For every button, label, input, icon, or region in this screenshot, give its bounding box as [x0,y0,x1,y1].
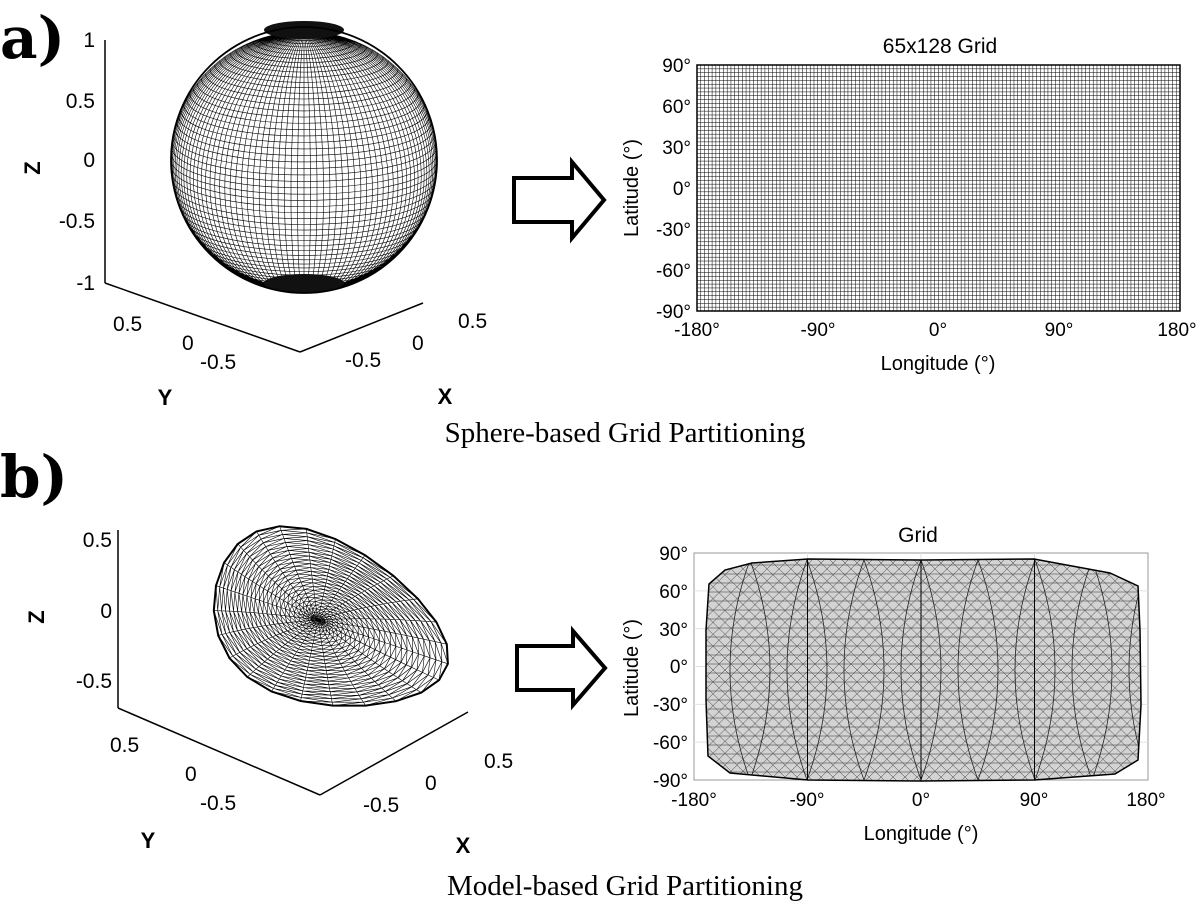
z-tick: -1 [76,272,95,295]
right-arrow-icon [515,625,608,711]
lon-tick: 0° [929,320,947,341]
panel-label-a: a) [0,4,65,72]
z-tick: 0 [83,149,95,172]
map-xlabel-a: Longitude (°) [881,353,996,375]
caption-b: Model-based Grid Partitioning [447,870,803,902]
lon-tick: -180° [674,320,720,341]
x-axis-line [299,302,424,353]
lat-tick: 90° [662,56,691,77]
lon-tick: 180° [1126,790,1165,811]
x-axis-label: X [438,384,453,409]
lat-tick: 30° [662,138,691,159]
y-axis-line [117,707,321,796]
lon-tick: 90° [1045,320,1074,341]
sphere-south-pole [264,274,344,292]
map-ylabel-a: Latitude (°) [621,139,643,237]
z-tick: 0.5 [83,529,112,552]
lat-tick: -60° [656,261,691,282]
y-tick: 0.5 [110,734,139,757]
y-tick: -0.5 [200,351,236,374]
right-arrow-icon [512,156,607,244]
lon-tick: -180° [671,790,717,811]
y-tick: -0.5 [200,792,236,815]
x-tick: 0 [412,332,424,355]
z-tick: -0.5 [76,670,112,693]
y-axis-line [104,282,301,353]
model-ticks: 0.5 0 -0.5 0.5 0 -0.5 -0.5 0 0.5 Z Y X [24,529,513,858]
map-title-b: Grid [898,524,938,547]
lat-tick: -30° [653,695,688,716]
lat-tick: 0° [673,179,691,200]
grid-arcs-b [729,559,1141,781]
lat-tick: -90° [656,302,691,323]
lat-tick: -30° [656,220,691,241]
lon-tick: -90° [800,320,835,341]
z-tick: 0 [100,600,112,623]
sphere-north-pole [264,21,344,39]
z-axis-label: Z [20,161,45,174]
x-tick: -0.5 [345,349,381,372]
x-tick: 0 [425,772,437,795]
y-tick: 0.5 [113,313,142,336]
lon-tick: 180° [1157,320,1196,341]
grid-triangles-b [706,559,1141,781]
lon-tick: -90° [789,790,824,811]
model-mesh [212,525,449,707]
z-tick: 0.5 [66,90,95,113]
grid-shape-outline [705,558,1142,782]
lon-tick: 0° [912,790,930,811]
map-ylabel-b: Latitude (°) [621,619,643,717]
lat-tick: 60° [662,97,691,118]
x-axis-line [319,711,469,796]
z-tick: 1 [83,29,95,52]
map-a-ticks: 90° 60° 30° 0° -30° -60° -90° -180° -90°… [621,56,1197,375]
sphere-outline [170,26,438,294]
lat-tick: -60° [653,733,688,754]
y-tick: 0 [182,332,194,355]
grid-meridians-b [807,559,1035,781]
x-axis-label: X [456,833,471,858]
grid-lines-a [696,64,1181,312]
x-tick: 0.5 [458,310,487,333]
lat-tick: 0° [670,657,688,678]
model-3d-plot [117,530,469,796]
y-tick: 0 [185,763,197,786]
lat-tick: 60° [659,582,688,603]
lat-tick: -90° [653,771,688,792]
x-tick: -0.5 [363,794,399,817]
z-tick: -0.5 [59,210,95,233]
sphere-3d-plot [104,40,424,353]
y-axis-label: Y [158,385,173,410]
sphere-ticks: 1 0.5 0 -0.5 -1 0.5 0 -0.5 -0.5 0 0.5 Z … [20,29,487,410]
grid-shape-fill [706,559,1141,781]
map-b-ticks: 90° 60° 30° 0° -30° -60° -90° -180° -90°… [621,544,1166,845]
map-title-a: 65x128 Grid [883,35,997,58]
panel-label-b: b) [0,443,68,511]
z-axis-label: Z [24,610,49,623]
lat-tick: 90° [659,544,688,565]
model-triangle-mesh [213,525,449,706]
map-frame-a [696,64,1181,312]
model-outline [212,525,449,707]
y-axis-label: Y [141,828,156,853]
lat-tick: 30° [659,620,688,641]
x-tick: 0.5 [484,750,513,773]
grid-mesh-b [705,558,1142,782]
sphere-mesh [170,21,438,294]
lon-tick: 90° [1020,790,1049,811]
map-grid-a [696,64,1181,312]
caption-a: Sphere-based Grid Partitioning [445,417,806,449]
map-xlabel-b: Longitude (°) [864,823,979,845]
